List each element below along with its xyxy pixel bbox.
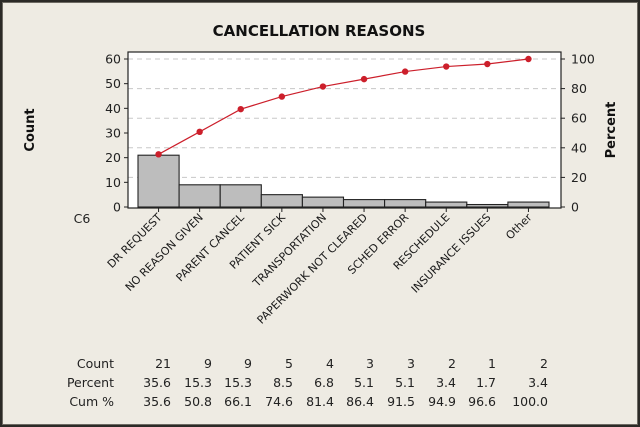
table-cell: 3.4 — [436, 375, 456, 390]
y-axis-left-title: Count — [23, 108, 38, 151]
y-right-tick-label: 60 — [571, 111, 587, 126]
bar-4 — [301, 196, 345, 208]
table-cell: 15.3 — [184, 375, 212, 390]
cum-percent-point-4 — [319, 83, 327, 90]
cum-percent-point-9 — [525, 55, 532, 63]
table-cell: 3 — [366, 356, 374, 371]
table-cell: 3 — [407, 356, 415, 371]
bar-0 — [137, 154, 180, 208]
x-tick-label: INSURANCE ISSUES — [409, 211, 494, 296]
bar-7 — [425, 201, 468, 208]
table-cell: 15.3 — [224, 375, 252, 390]
y-right-tick-label: 0 — [571, 200, 579, 215]
bar-2 — [219, 184, 262, 208]
cum-percent-point-3 — [278, 93, 286, 100]
bar-5 — [342, 199, 386, 208]
table-cell: 100.0 — [512, 394, 548, 409]
y-axis-right-title: Percent — [604, 102, 619, 159]
bar-1 — [178, 184, 221, 208]
table-cell: 9 — [204, 356, 212, 371]
y-left-tick-label: 10 — [105, 175, 121, 190]
table-cell: 94.9 — [428, 394, 456, 409]
table-cell: 50.8 — [184, 394, 212, 409]
bar-9 — [507, 201, 550, 208]
cum-percent-point-7 — [443, 63, 450, 70]
x-tick-label: Other — [503, 211, 535, 243]
table-row-label: Count — [77, 356, 114, 371]
table-cell: 81.4 — [306, 394, 334, 409]
y-right-tick-label: 80 — [571, 81, 587, 96]
chart-title: CANCELLATION REASONS — [213, 22, 426, 40]
cum-percent-point-2 — [237, 105, 244, 113]
table-cell: 1.7 — [476, 375, 496, 390]
y-right-tick-label: 20 — [571, 170, 587, 185]
y-left-tick-label: 30 — [105, 126, 121, 141]
x-tick-label: NO REASON GIVEN — [123, 211, 206, 294]
bar-6 — [384, 199, 427, 208]
table-row-label: Cum % — [69, 394, 114, 409]
cum-percent-point-5 — [360, 75, 368, 83]
table-cell: 5.1 — [395, 375, 415, 390]
table-cell: 66.1 — [224, 394, 252, 409]
y-left-tick-label: 50 — [105, 76, 121, 91]
y-right-tick-label: 100 — [571, 52, 595, 67]
table-cell: 21 — [155, 356, 171, 371]
y-left-tick-label: 40 — [105, 101, 121, 116]
table-cell: 2 — [540, 356, 548, 371]
table-row-label: Percent — [67, 375, 114, 390]
table-cell: 5.1 — [354, 375, 374, 390]
x-tick-label: PARENT CANCEL — [174, 210, 248, 284]
table-cell: 91.5 — [387, 394, 415, 409]
table-cell: 9 — [244, 356, 252, 371]
table-cell: 86.4 — [346, 394, 374, 409]
plot-frame — [127, 51, 562, 209]
cum-percent-point-8 — [484, 60, 491, 68]
cum-percent-point-1 — [196, 128, 203, 136]
bar-3 — [260, 194, 303, 208]
y-left-tick-label: 20 — [105, 150, 121, 165]
table-cell: 74.6 — [265, 394, 293, 409]
y-left-tick-label: 60 — [105, 52, 121, 67]
table-cell: 2 — [448, 356, 456, 371]
y-right-tick-label: 40 — [571, 140, 587, 155]
table-cell: 5 — [285, 356, 293, 371]
table-cell: 35.6 — [143, 394, 171, 409]
table-cell: 4 — [326, 356, 334, 371]
table-cell: 96.6 — [468, 394, 496, 409]
y-left-tick-label: 0 — [113, 200, 121, 215]
table-cell: 8.5 — [273, 375, 293, 390]
cum-percent-line — [158, 58, 529, 155]
cum-percent-point-6 — [401, 68, 409, 75]
table-cell: 3.4 — [528, 375, 548, 390]
table-cell: 6.8 — [314, 375, 334, 390]
table-cell: 35.6 — [143, 375, 171, 390]
bar-8 — [466, 203, 509, 208]
x-axis-title: C6 — [74, 211, 91, 226]
table-cell: 1 — [488, 356, 496, 371]
cum-percent-point-0 — [155, 151, 162, 158]
x-tick-label: TRANSPORTATION — [250, 211, 329, 290]
